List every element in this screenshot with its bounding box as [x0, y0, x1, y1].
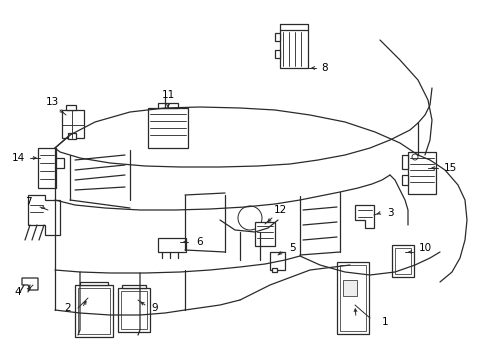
Bar: [75, 285, 113, 337]
Bar: [274, 50, 280, 58]
Bar: [274, 33, 280, 41]
Bar: [56, 158, 64, 168]
Bar: [336, 262, 368, 334]
Polygon shape: [354, 205, 373, 228]
Text: 6: 6: [196, 237, 203, 247]
Bar: [80, 282, 108, 285]
Text: 14: 14: [11, 153, 24, 163]
Bar: [280, 30, 307, 68]
Text: 3: 3: [386, 208, 392, 218]
Bar: [339, 265, 365, 331]
Bar: [121, 291, 147, 329]
Text: 10: 10: [418, 243, 431, 253]
Text: 11: 11: [161, 90, 174, 100]
Text: 15: 15: [443, 163, 456, 173]
Bar: [118, 288, 150, 332]
Bar: [269, 252, 285, 270]
Bar: [254, 222, 274, 246]
Bar: [38, 148, 56, 188]
Bar: [148, 108, 187, 148]
Bar: [342, 280, 356, 296]
Text: 13: 13: [45, 97, 59, 107]
Text: 2: 2: [64, 303, 71, 313]
Bar: [407, 152, 435, 194]
Text: 12: 12: [273, 205, 286, 215]
Bar: [401, 155, 407, 169]
Text: 1: 1: [381, 317, 387, 327]
Text: 7: 7: [24, 197, 31, 207]
Bar: [122, 285, 146, 288]
Text: 5: 5: [289, 243, 296, 253]
Bar: [158, 238, 185, 252]
Bar: [62, 110, 84, 138]
Bar: [66, 105, 76, 110]
Bar: [78, 288, 110, 334]
Bar: [401, 175, 407, 185]
Polygon shape: [28, 195, 60, 235]
Bar: [158, 103, 178, 108]
Text: 9: 9: [151, 303, 158, 313]
Text: 8: 8: [321, 63, 327, 73]
Bar: [271, 268, 276, 272]
Polygon shape: [22, 278, 38, 290]
Bar: [391, 245, 413, 277]
Bar: [394, 248, 410, 274]
Text: 4: 4: [15, 287, 21, 297]
Bar: [68, 133, 76, 139]
